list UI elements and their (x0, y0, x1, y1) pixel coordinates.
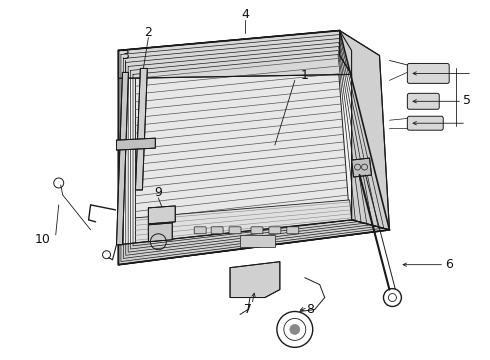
Text: 4: 4 (241, 8, 249, 21)
FancyBboxPatch shape (407, 93, 439, 109)
FancyBboxPatch shape (251, 227, 263, 234)
Text: 2: 2 (145, 26, 152, 39)
Text: 7: 7 (244, 303, 252, 316)
Polygon shape (148, 206, 175, 224)
Text: 8: 8 (306, 303, 314, 316)
Polygon shape (352, 158, 371, 177)
Polygon shape (119, 31, 390, 265)
FancyBboxPatch shape (211, 227, 223, 234)
Polygon shape (119, 220, 390, 265)
Bar (240, 235, 275, 247)
Polygon shape (119, 31, 352, 78)
FancyBboxPatch shape (229, 227, 241, 234)
Polygon shape (135, 58, 349, 243)
Circle shape (290, 324, 300, 334)
FancyBboxPatch shape (269, 227, 281, 234)
FancyBboxPatch shape (407, 116, 443, 130)
Polygon shape (135, 68, 147, 190)
Text: 3: 3 (122, 49, 129, 62)
FancyBboxPatch shape (194, 227, 206, 234)
Polygon shape (135, 200, 352, 243)
Polygon shape (148, 223, 172, 242)
Polygon shape (230, 262, 280, 298)
Polygon shape (117, 72, 128, 245)
Polygon shape (340, 31, 390, 230)
Text: 5: 5 (463, 94, 471, 107)
Text: 1: 1 (301, 69, 309, 82)
Text: 6: 6 (445, 258, 453, 271)
FancyBboxPatch shape (287, 227, 299, 234)
Text: 9: 9 (154, 186, 162, 199)
Text: 10: 10 (35, 233, 51, 246)
FancyBboxPatch shape (407, 63, 449, 84)
Polygon shape (117, 138, 155, 150)
